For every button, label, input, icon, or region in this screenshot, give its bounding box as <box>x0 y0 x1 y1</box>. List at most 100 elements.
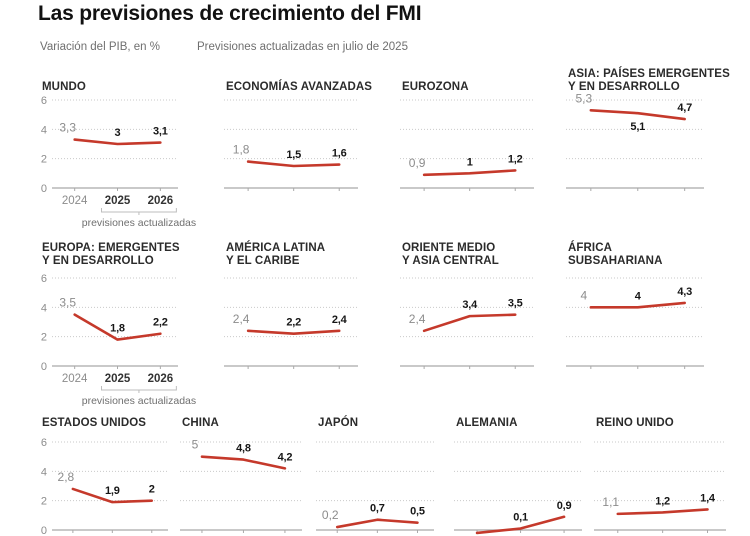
y-axis-label: 6 <box>41 273 47 285</box>
y-axis-label: 0 <box>41 183 47 195</box>
forecast-footnote: previsiones actualizadas <box>82 217 196 229</box>
chart-title-line: ESTADOS UNIDOS <box>42 417 147 429</box>
y-axis-label: 6 <box>41 95 47 107</box>
chart-title-line: JAPÓN <box>318 417 359 429</box>
value-label: 3,1 <box>153 126 168 138</box>
value-label: 0,5 <box>410 506 425 518</box>
trend-line <box>335 518 419 529</box>
value-label: 5,1 <box>630 121 645 133</box>
value-label: 2,4 <box>332 314 348 326</box>
y-axis-label: 4 <box>41 302 47 314</box>
value-label: 3,3 <box>59 121 76 135</box>
value-label: 1,9 <box>105 485 120 497</box>
chart-title-eurozona: EUROZONA <box>402 62 582 94</box>
value-label: 3 <box>115 127 121 139</box>
chart-title-line: REINO UNIDO <box>596 417 674 429</box>
forecast-footnote: previsiones actualizadas <box>82 395 196 407</box>
x-axis-label-2025: 2025 <box>105 195 131 207</box>
value-label: 4,8 <box>236 443 251 455</box>
value-label: 1,4 <box>700 492 716 504</box>
trend-line <box>422 313 517 333</box>
chart-plot-africa-subsahariana: 4 4 4,3 <box>566 277 704 369</box>
chart-title-line: ALEMANIA <box>456 417 518 429</box>
trend-line <box>422 169 517 177</box>
value-label: 2,2 <box>153 317 168 329</box>
value-label: 4 <box>635 290 642 302</box>
value-label: 3,4 <box>462 299 478 311</box>
trend-line <box>589 301 686 309</box>
value-label: 4 <box>580 288 587 302</box>
chart-title-estados-unidos: ESTADOS UNIDOS <box>42 412 222 430</box>
x-axis-label-2026: 2026 <box>148 195 174 207</box>
value-label: 2,8 <box>58 470 75 484</box>
chart-title-line: CHINA <box>182 417 219 429</box>
chart-title-america-latina: AMÉRICA LATINA Y EL CARIBE <box>226 236 406 268</box>
chart-plot-eurozona: 0,9 1 1,2 <box>400 99 534 191</box>
chart-title-line: MUNDO <box>42 81 86 93</box>
trend-line <box>589 108 686 121</box>
chart-title-japon: JAPÓN <box>318 412 498 430</box>
chart-title-oriente-medio: ORIENTE MEDIO Y ASIA CENTRAL <box>402 236 582 268</box>
value-label: 3,5 <box>508 298 523 310</box>
y-axis-label: 2 <box>41 332 47 344</box>
value-label: 2,2 <box>286 317 301 329</box>
value-label: 4,3 <box>677 286 692 298</box>
chart-title-china: CHINA <box>182 412 362 430</box>
x-axis-label-2025: 2025 <box>105 373 131 385</box>
chart-plot-reino-unido: 1,1 1,2 1,4 <box>594 441 726 533</box>
chart-title-line: Y EL CARIBE <box>226 255 300 267</box>
chart-plot-europa-emergentes: 6 4 2 0 3,5 1,8 2,2 2024 2025 2026 previsiones act… <box>41 273 196 407</box>
chart-plot-mundo: 6 4 2 0 3,3 3 3,1 2024 2025 2026 previsiones actua… <box>41 95 196 229</box>
value-label: 5 <box>192 438 199 452</box>
chart-plot-japon: 0,2 0,7 0,5 <box>316 441 434 533</box>
subtitle-forecast-date: Previsiones actualizadas en julio de 202… <box>197 41 408 53</box>
value-label: 1,5 <box>286 149 301 161</box>
chart-plot-oriente-medio: 2,4 3,4 3,5 <box>400 277 534 369</box>
y-axis-label: 4 <box>41 466 47 478</box>
chart-title-europa-emergentes: EUROPA: EMERGENTES Y EN DESARROLLO <box>42 236 222 268</box>
chart-title-line: Y EN DESARROLLO <box>42 255 154 267</box>
y-axis-label: 2 <box>41 496 47 508</box>
value-label: 1,6 <box>332 148 347 160</box>
chart-plot-estados-unidos: 6 4 2 0 2,8 1,9 2 <box>41 437 168 536</box>
value-label: 1,2 <box>655 495 670 507</box>
value-label: 5,3 <box>575 91 592 105</box>
trend-line <box>475 515 566 535</box>
chart-title-line: ASIA: PAÍSES EMERGENTES <box>568 68 730 80</box>
chart-title-alemania: ALEMANIA <box>456 412 636 430</box>
trend-line <box>616 508 709 516</box>
chart-title-asia-paises-emergentes: ASIA: PAÍSES EMERGENTES Y EN DESARROLLO <box>568 62 748 94</box>
trend-line <box>73 313 162 341</box>
y-axis-label: 6 <box>41 437 47 449</box>
y-axis-label: 4 <box>41 124 47 136</box>
value-label: 1,1 <box>602 495 619 509</box>
x-axis-label-2026: 2026 <box>148 373 174 385</box>
x-axis-label-2024: 2024 <box>62 373 88 385</box>
y-axis-label: 2 <box>41 154 47 166</box>
value-label: 0,7 <box>370 503 385 515</box>
value-label: 0,9 <box>557 500 572 512</box>
trend-line <box>246 329 341 336</box>
chart-plot-china: 5 4,8 4,2 <box>180 438 302 533</box>
value-label: 4,2 <box>278 451 293 463</box>
chart-title-economias-avanzadas: ECONOMÍAS AVANZADAS <box>226 62 406 94</box>
forecast-bracket <box>101 208 177 215</box>
x-axis-label-2024: 2024 <box>62 195 88 207</box>
chart-title-line: Y ASIA CENTRAL <box>402 255 499 267</box>
trend-line <box>246 160 341 168</box>
page-title: Las previsiones de crecimiento del FMI <box>38 2 422 25</box>
chart-title-line: SUBSAHARIANA <box>568 255 663 267</box>
chart-title-line: ECONOMÍAS AVANZADAS <box>226 81 373 93</box>
y-axis-label: 0 <box>41 525 47 536</box>
chart-plot-asia-paises-emergentes: 5,3 5,1 4,7 <box>566 91 704 191</box>
value-label: 1,8 <box>110 323 125 335</box>
trend-line <box>200 455 287 470</box>
value-label: 4,7 <box>677 102 692 114</box>
subtitle-gdp-variation: Variación del PIB, en % <box>40 41 160 53</box>
chart-plot-alemania: 0,1 0,9 <box>454 441 582 535</box>
value-label: 2,4 <box>409 312 426 326</box>
value-label: 3,5 <box>59 296 76 310</box>
chart-title-africa-subsahariana: ÁFRICA SUBSAHARIANA <box>568 236 748 268</box>
chart-title-line: EUROZONA <box>402 81 469 93</box>
